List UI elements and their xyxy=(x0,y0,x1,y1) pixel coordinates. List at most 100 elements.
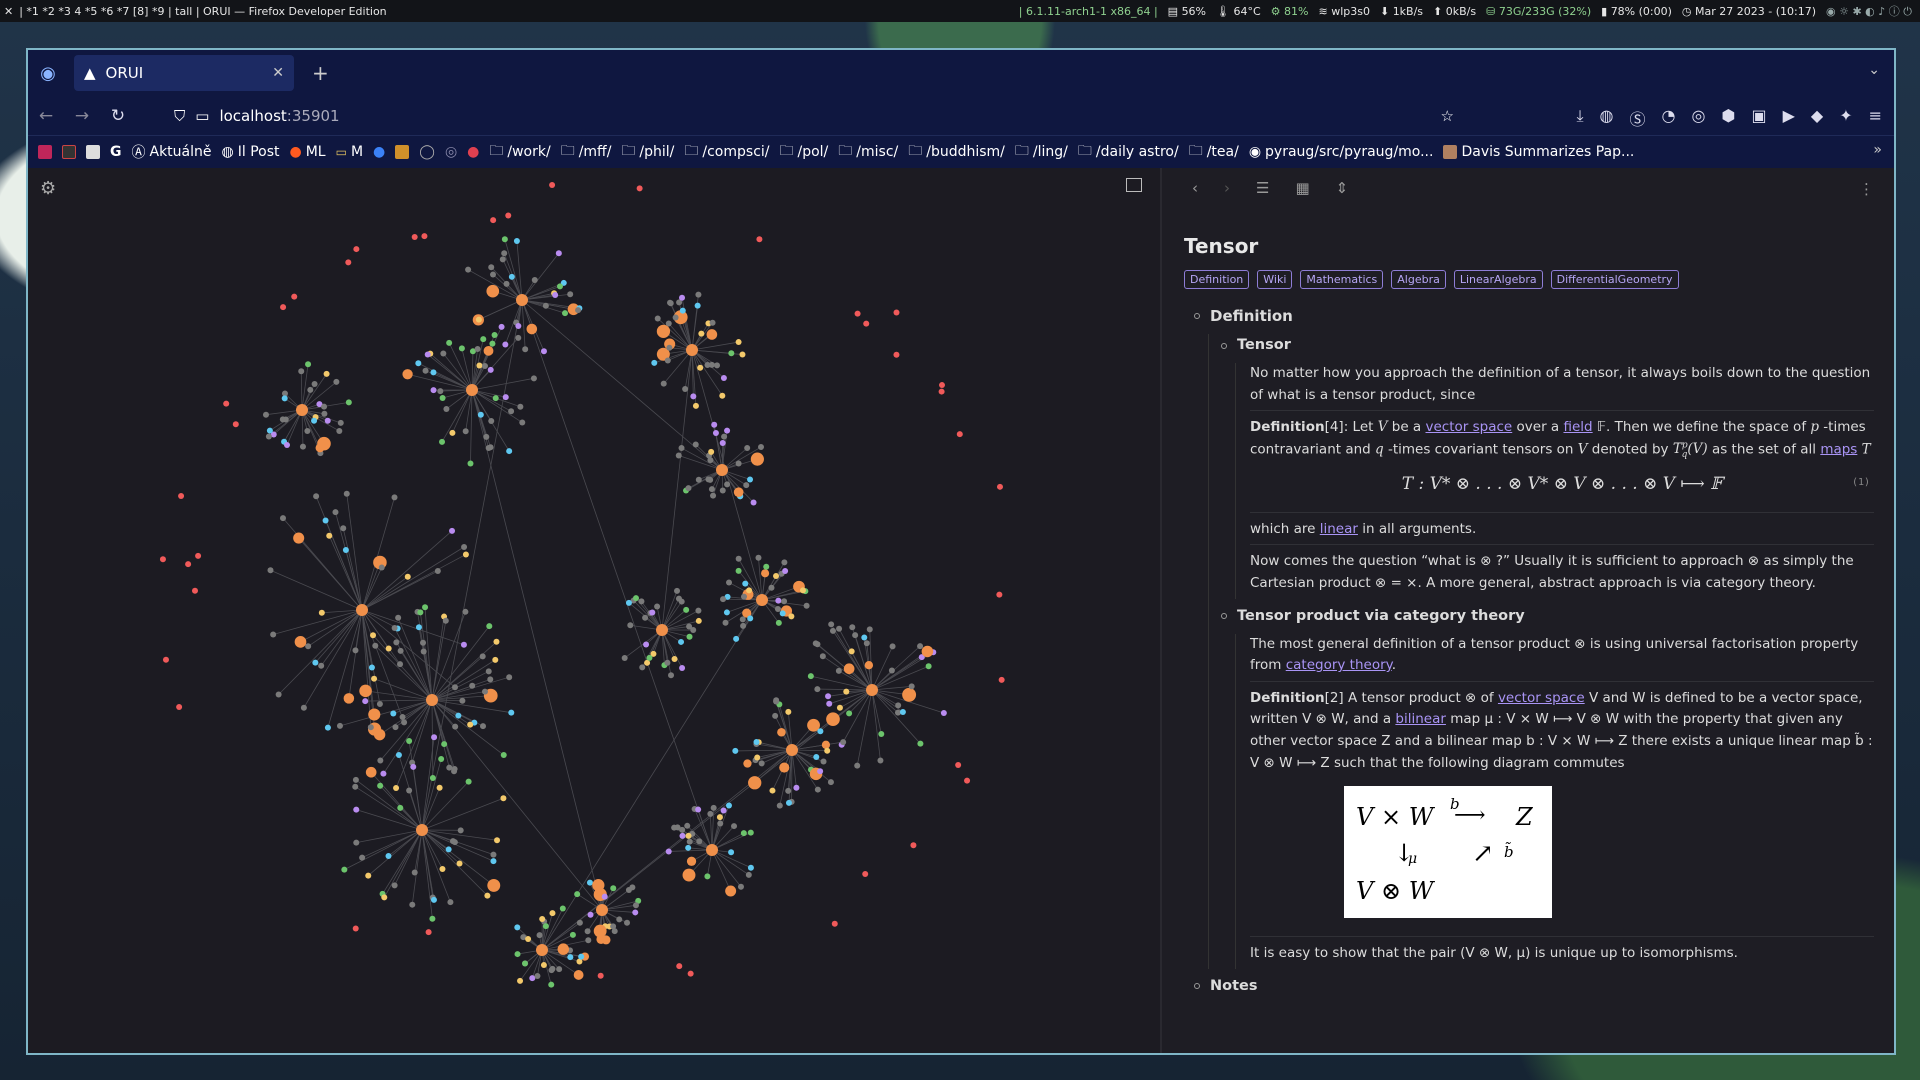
bookmark-icon-only[interactable]: ● xyxy=(373,144,386,160)
graph-node[interactable] xyxy=(825,693,832,700)
graph-node[interactable] xyxy=(667,299,674,306)
graph-node[interactable] xyxy=(721,433,728,440)
graph-node[interactable] xyxy=(514,924,521,931)
bookmark-item[interactable]: ▭ M xyxy=(335,144,364,160)
graph-node[interactable] xyxy=(556,966,563,973)
graph-node[interactable] xyxy=(678,638,685,645)
graph-node[interactable] xyxy=(480,723,487,730)
graph-node[interactable] xyxy=(785,708,792,715)
graph-node[interactable] xyxy=(593,924,607,938)
graph-node[interactable] xyxy=(362,698,369,705)
bookmark-item[interactable]: ● ML xyxy=(289,144,326,160)
graph-node[interactable] xyxy=(514,951,521,958)
graph-node[interactable] xyxy=(304,428,311,435)
graph-node[interactable] xyxy=(474,346,481,353)
graph-node[interactable] xyxy=(321,403,328,410)
graph-node[interactable] xyxy=(305,643,312,650)
graph-node[interactable] xyxy=(270,431,277,438)
graph-node[interactable] xyxy=(556,283,563,290)
graph-node[interactable] xyxy=(750,499,757,506)
graph-node[interactable] xyxy=(365,766,377,778)
graph-node[interactable] xyxy=(698,330,705,337)
graph-node[interactable] xyxy=(773,573,780,580)
bullet-icon[interactable] xyxy=(1221,613,1227,620)
graph-node[interactable] xyxy=(996,591,1003,598)
graph-node[interactable] xyxy=(542,302,549,309)
bookmark-star-icon[interactable]: ☆ xyxy=(1440,107,1454,125)
graph-node[interactable] xyxy=(742,608,752,618)
graph-node[interactable] xyxy=(490,851,497,858)
graph-node[interactable] xyxy=(321,410,328,417)
extension-icon-3[interactable]: ◔ xyxy=(1661,106,1676,125)
graph-node[interactable] xyxy=(313,493,320,500)
graph-node[interactable] xyxy=(755,554,762,561)
graph-node[interactable] xyxy=(735,555,742,562)
graph-node[interactable] xyxy=(821,740,831,749)
graph-node[interactable] xyxy=(486,284,500,298)
graph-node[interactable] xyxy=(714,362,721,369)
graph-node[interactable] xyxy=(280,304,287,311)
graph-node[interactable] xyxy=(424,351,431,358)
graph-node[interactable] xyxy=(998,676,1005,683)
graph-node[interactable] xyxy=(462,608,469,615)
graph-node[interactable] xyxy=(557,943,570,955)
graph-node[interactable] xyxy=(500,795,507,802)
graph-node[interactable] xyxy=(542,923,549,930)
graph-node[interactable] xyxy=(704,361,711,368)
graph-node[interactable] xyxy=(902,687,917,702)
graph-node[interactable] xyxy=(996,483,1003,490)
graph-node[interactable] xyxy=(395,614,402,621)
extension-icon-2[interactable]: Ⓢ xyxy=(1629,110,1646,129)
graph-node[interactable] xyxy=(467,460,474,467)
graph-node[interactable] xyxy=(486,623,493,630)
graph-node[interactable] xyxy=(516,294,528,306)
graph-node[interactable] xyxy=(391,625,398,632)
graph-node[interactable] xyxy=(643,641,650,648)
ublock-icon[interactable]: ⬢ xyxy=(1721,106,1736,125)
graph-node[interactable] xyxy=(768,584,775,591)
hamburger-menu-icon[interactable]: ≡ xyxy=(1868,106,1882,125)
graph-node[interactable] xyxy=(743,482,750,489)
graph-node[interactable] xyxy=(578,953,585,960)
graph-node[interactable] xyxy=(888,667,895,674)
graph-node[interactable] xyxy=(682,386,689,393)
graph-node[interactable] xyxy=(508,408,515,415)
bullet-icon[interactable] xyxy=(1194,313,1200,319)
graph-node[interactable] xyxy=(679,826,686,833)
graph-node[interactable] xyxy=(695,476,702,483)
graph-node[interactable] xyxy=(910,842,917,849)
graph-node[interactable] xyxy=(720,596,727,603)
graph-node[interactable] xyxy=(642,614,649,621)
graph-node[interactable] xyxy=(817,728,824,735)
graph-node[interactable] xyxy=(549,965,556,972)
graph-node[interactable] xyxy=(162,656,169,663)
graph-node[interactable] xyxy=(707,810,714,817)
graph-node[interactable] xyxy=(685,844,692,851)
graph-node[interactable] xyxy=(337,419,344,426)
graph-node[interactable] xyxy=(781,559,788,566)
graph-node[interactable] xyxy=(322,517,329,524)
graph-node[interactable] xyxy=(601,935,611,945)
graph-node[interactable] xyxy=(724,593,731,600)
graph-node[interactable] xyxy=(294,636,307,648)
graph-node[interactable] xyxy=(370,632,377,639)
graph-node[interactable] xyxy=(597,972,604,979)
graph-node[interactable] xyxy=(692,402,699,409)
graph-node[interactable] xyxy=(377,782,384,789)
graph-node[interactable] xyxy=(461,544,468,551)
graph-node[interactable] xyxy=(848,648,855,655)
graph-node[interactable] xyxy=(687,970,694,977)
graph-node[interactable] xyxy=(704,873,711,880)
graph-node[interactable] xyxy=(515,334,522,341)
graph-node[interactable] xyxy=(862,870,869,877)
graph-node[interactable] xyxy=(724,427,731,434)
graph-node[interactable] xyxy=(489,340,496,347)
graph-node[interactable] xyxy=(576,958,583,965)
graph-node[interactable] xyxy=(195,552,202,559)
graph-node[interactable] xyxy=(296,404,308,416)
graph-node[interactable] xyxy=(725,885,737,897)
graph-node[interactable] xyxy=(539,915,546,922)
tab-orui[interactable]: ▲ ORUI ✕ xyxy=(74,55,294,91)
graph-node[interactable] xyxy=(854,310,861,317)
graph-node[interactable] xyxy=(773,698,780,705)
